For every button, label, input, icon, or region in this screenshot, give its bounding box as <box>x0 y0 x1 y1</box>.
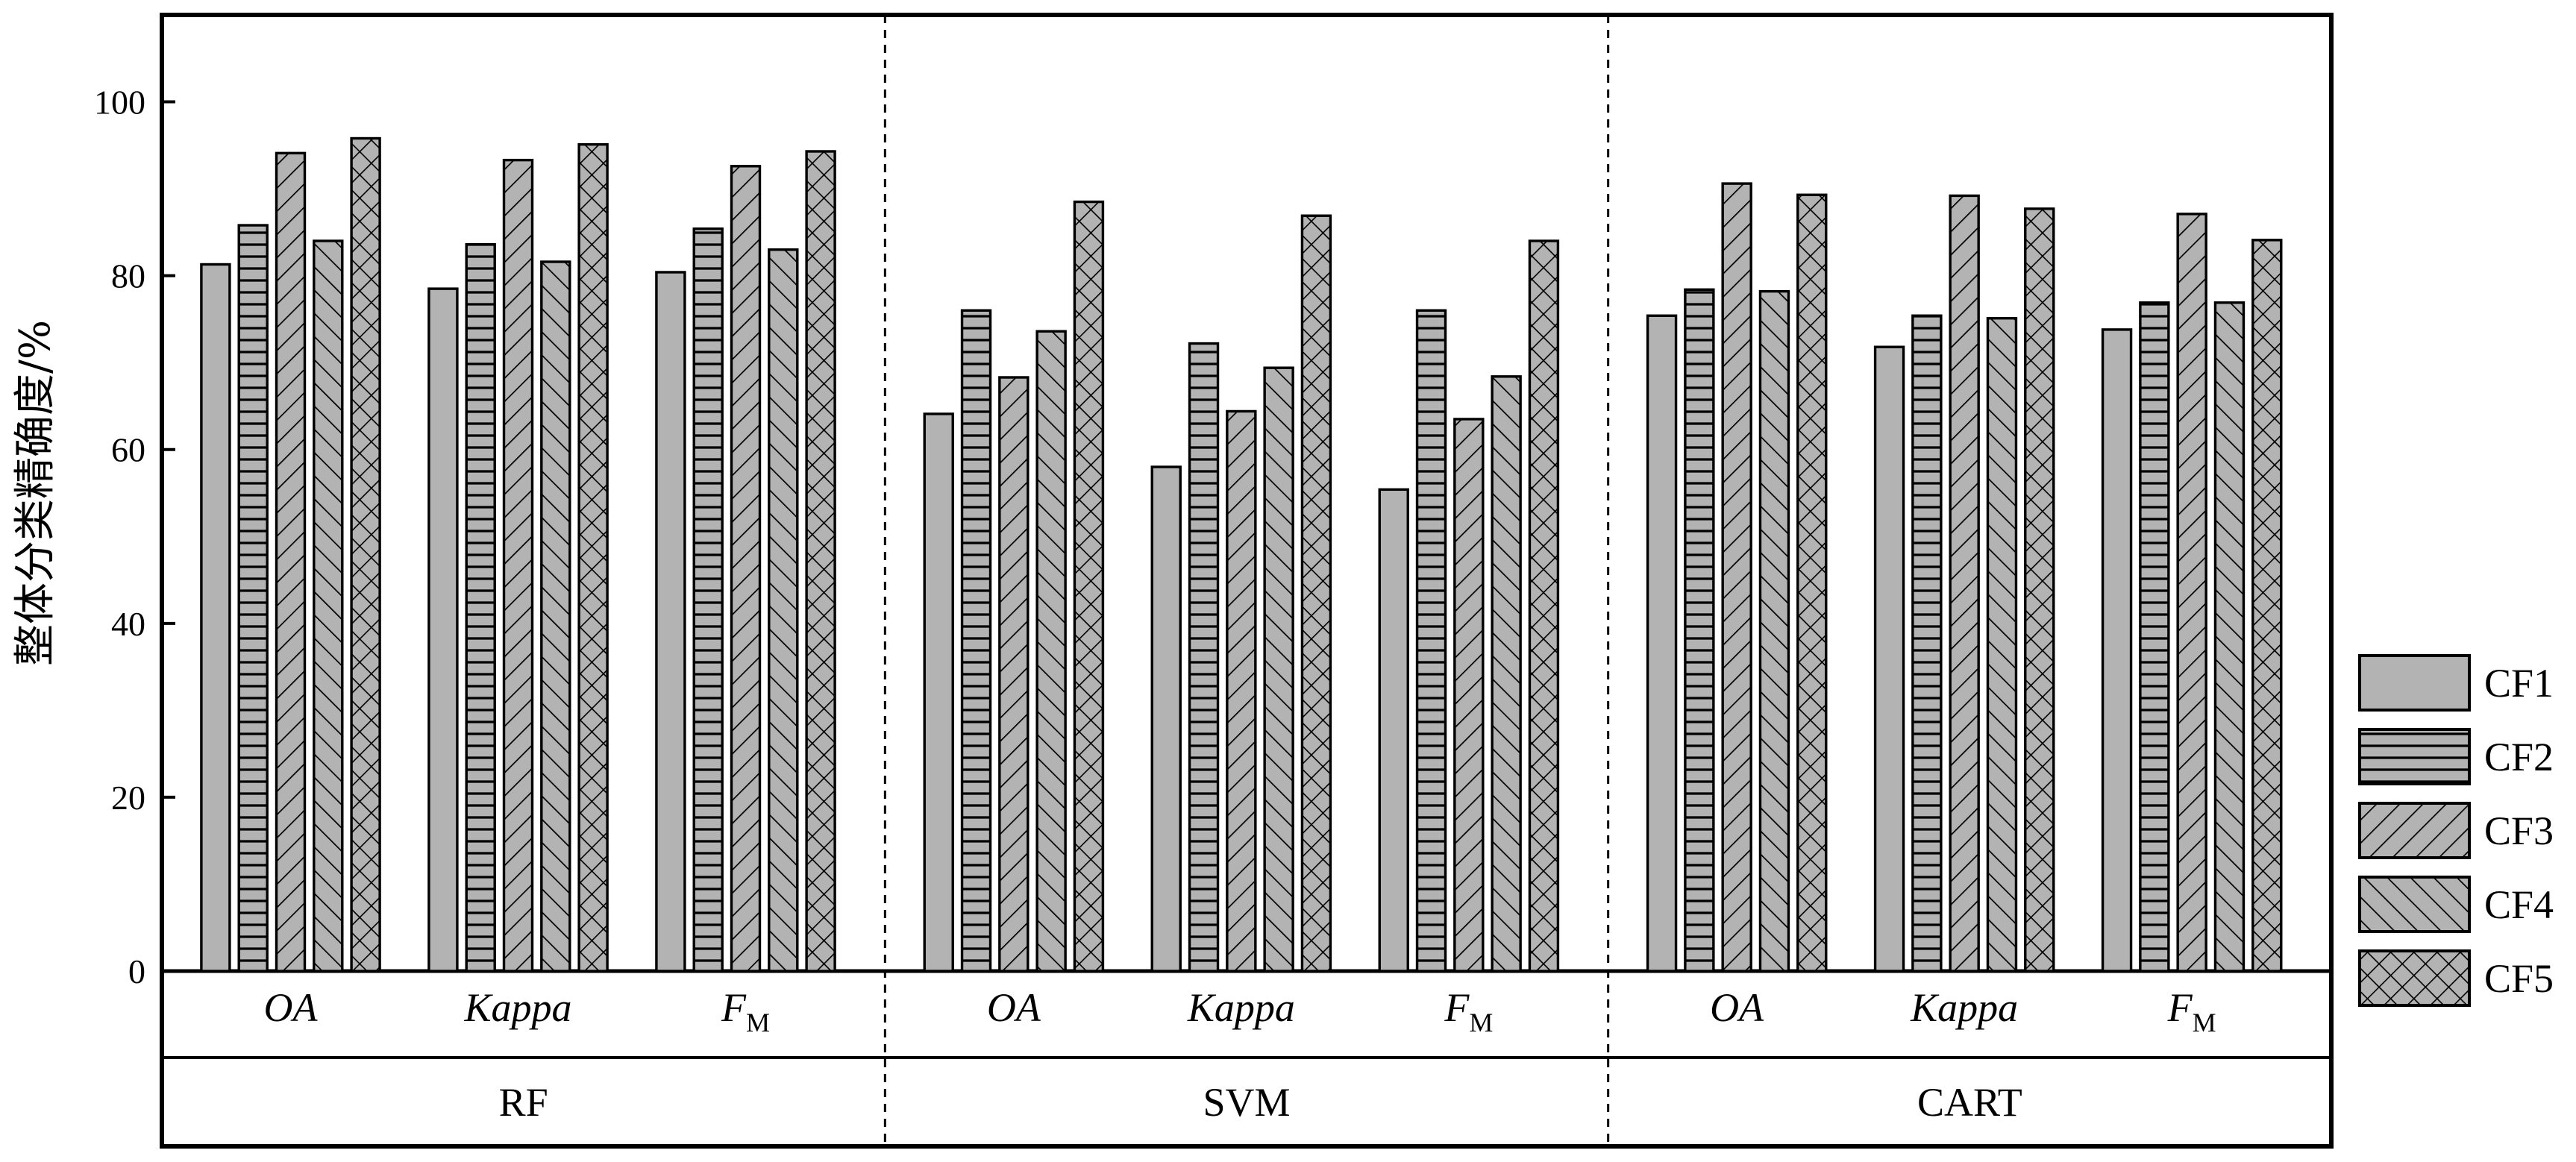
bar-cart-kappa-cf3 <box>1949 194 1980 973</box>
bar-svm-f-cf4 <box>1491 375 1522 973</box>
metric-label-main: F <box>721 985 747 1030</box>
y-tick-label: 100 <box>94 84 145 122</box>
bar-svm-kappa-cf2 <box>1188 342 1220 973</box>
legend-label-cf4: CF4 <box>2484 882 2554 927</box>
metric-label: OA <box>264 985 319 1030</box>
metric-label-main: F <box>2167 985 2193 1030</box>
bar-rf-oa-cf1 <box>200 263 231 973</box>
bar-svm-oa-cf1 <box>923 412 954 973</box>
bar-rf-kappa-cf2 <box>465 242 496 973</box>
bar-rf-f-cf2 <box>692 227 724 973</box>
y-tick-label: 20 <box>111 779 145 817</box>
bar-cart-kappa-cf4 <box>1986 317 2018 973</box>
bar-cart-oa-cf2 <box>1684 288 1715 973</box>
bar-rf-kappa-cf5 <box>577 142 609 973</box>
bar-svm-oa-cf2 <box>960 309 992 973</box>
bar-rf-kappa-cf1 <box>427 287 459 973</box>
bar-rf-oa-cf4 <box>313 239 344 973</box>
bar-cart-oa-cf4 <box>1758 289 1790 973</box>
legend-swatch-cf5 <box>2358 949 2471 1007</box>
y-tick-label: 80 <box>111 257 145 295</box>
y-axis-title: 整体分类精确度/% <box>11 320 60 666</box>
bar-svm-kappa-cf1 <box>1150 465 1182 973</box>
y-tick-label: 0 <box>128 952 145 990</box>
legend-label-cf2: CF2 <box>2484 735 2554 779</box>
bar-cart-f-cf4 <box>2213 301 2246 973</box>
bar-rf-kappa-cf4 <box>540 260 571 973</box>
metric-label: Kappa <box>1910 985 2018 1030</box>
metric-label-main: Kappa <box>1187 985 1295 1030</box>
metric-label: Kappa <box>1187 985 1295 1030</box>
group-label: RF <box>499 1080 548 1125</box>
metric-label-subscript: M <box>746 1008 770 1037</box>
bar-cart-kappa-cf5 <box>2024 207 2055 973</box>
legend-label-cf3: CF3 <box>2484 808 2554 853</box>
bar-rf-f-cf5 <box>805 150 836 973</box>
y-tick-label: 40 <box>111 605 145 643</box>
metric-label: FM <box>2167 985 2216 1037</box>
bar-svm-oa-cf3 <box>998 376 1030 973</box>
bar-rf-kappa-cf3 <box>502 158 534 973</box>
bar-rf-f-cf1 <box>655 271 686 973</box>
legend-label-cf5: CF5 <box>2484 956 2554 1001</box>
legend-swatch-cf1 <box>2358 654 2471 712</box>
metric-label-main: Kappa <box>1910 985 2018 1030</box>
plot-border <box>160 13 2334 1149</box>
bar-cart-kappa-cf1 <box>1873 345 1905 973</box>
bar-cart-f-cf5 <box>2251 239 2283 973</box>
metric-label-main: Kappa <box>463 985 571 1030</box>
metric-label: OA <box>1710 985 1764 1030</box>
legend: CF1 CF2 CF3 CF4 CF5 <box>2358 654 2554 1007</box>
bar-cart-f-cf2 <box>2139 301 2170 973</box>
bar-cart-oa-cf5 <box>1796 193 1828 973</box>
metric-label: Kappa <box>463 985 571 1030</box>
bar-rf-f-cf4 <box>768 248 799 973</box>
bar-cart-f-cf1 <box>2101 328 2133 973</box>
group-label: SVM <box>1203 1080 1290 1125</box>
bar-rf-oa-cf5 <box>350 136 381 973</box>
bar-svm-f-cf2 <box>1415 309 1447 973</box>
metric-label-main: OA <box>987 985 1041 1030</box>
bar-rf-f-cf3 <box>730 165 762 973</box>
legend-label-cf1: CF1 <box>2484 661 2554 706</box>
bar-svm-oa-cf4 <box>1035 330 1067 973</box>
metric-label: OA <box>987 985 1041 1030</box>
metric-label: FM <box>721 985 770 1037</box>
bar-svm-f-cf5 <box>1528 239 1560 973</box>
metric-label-main: F <box>1444 985 1470 1030</box>
legend-swatch-cf2 <box>2358 728 2471 785</box>
group-label: CART <box>1917 1080 2022 1125</box>
bar-rf-oa-cf2 <box>237 224 269 973</box>
legend-swatch-cf3 <box>2358 802 2471 859</box>
bar-svm-oa-cf5 <box>1073 200 1105 973</box>
bar-cart-oa-cf1 <box>1646 314 1678 973</box>
metric-label-subscript: M <box>2193 1008 2216 1037</box>
metric-label-main: OA <box>264 985 319 1030</box>
bar-rf-oa-cf3 <box>275 151 307 973</box>
bar-svm-kappa-cf5 <box>1300 214 1332 973</box>
bar-svm-kappa-cf3 <box>1226 409 1257 973</box>
legend-swatch-cf4 <box>2358 876 2471 933</box>
bar-cart-oa-cf3 <box>1721 182 1752 973</box>
bars <box>200 136 2283 973</box>
bar-svm-kappa-cf4 <box>1263 366 1294 973</box>
bar-svm-f-cf1 <box>1378 488 1409 973</box>
metric-label: FM <box>1444 985 1493 1037</box>
y-tick-label: 60 <box>111 431 145 469</box>
metric-label-main: OA <box>1710 985 1764 1030</box>
bar-svm-f-cf3 <box>1453 418 1485 973</box>
bar-cart-f-cf3 <box>2176 213 2207 973</box>
metric-label-subscript: M <box>1469 1008 1493 1037</box>
bar-cart-kappa-cf2 <box>1911 314 1943 973</box>
